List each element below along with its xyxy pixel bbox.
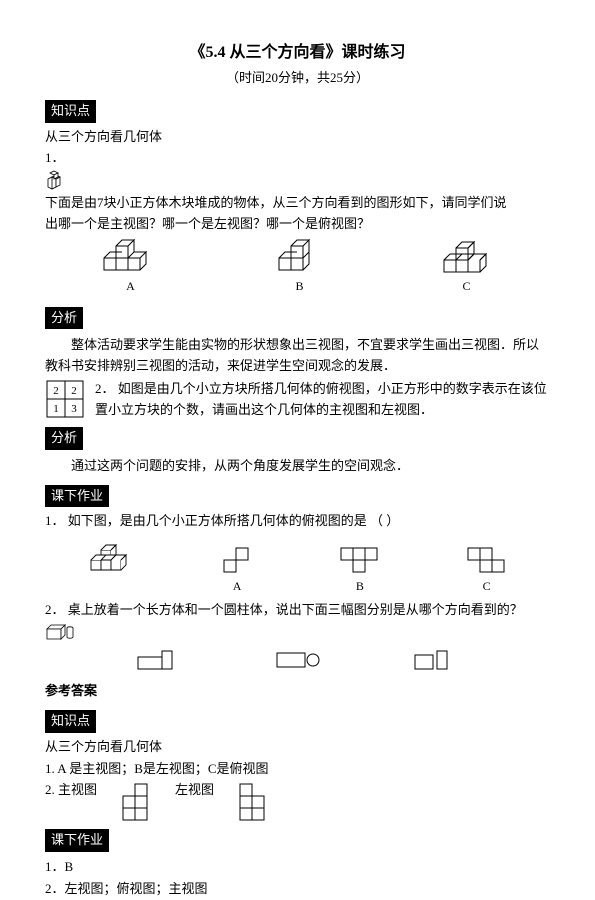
ans-hw-2: 2．左视图；俯视图；主视图	[45, 879, 550, 900]
hw-opt-a	[220, 546, 254, 576]
q1-figures: A B	[45, 238, 550, 296]
knowledge-tag: 知识点	[45, 100, 96, 123]
q1-text2: 出哪一个是主视图？哪一个是左视图？哪一个是俯视图？	[45, 214, 550, 235]
cell-21: 1	[53, 403, 59, 415]
ans-kp-2b-label: 左视图	[175, 780, 214, 801]
hw-solid	[87, 536, 135, 576]
hw-label-c: C	[466, 577, 508, 596]
q2: 2 2 1 3 2． 如图是由几个小立方块所搭几何体的俯视图，小正方形中的数字表…	[45, 379, 550, 421]
analysis-tag-2: 分析	[45, 427, 83, 450]
label-c: C	[440, 277, 494, 296]
q1-text: 下面是由7块小正方体木块堆成的物体，从三个方向看到的图形如下，请同学们说	[45, 195, 507, 210]
page-subtitle: （时间20分钟，共25分）	[45, 68, 550, 89]
analysis-tag-1: 分析	[45, 307, 83, 330]
ans-leftview	[238, 780, 268, 822]
q2-num: 2．	[95, 381, 115, 396]
hw2-view-1	[134, 647, 184, 673]
hw2-view-2	[273, 647, 323, 673]
label-b: B	[273, 277, 327, 296]
hw-q2-text: 桌上放着一个长方体和一个圆柱体，说出下面三幅图分别是从哪个方向看到的？	[68, 602, 523, 617]
label-a: A	[102, 277, 160, 296]
kp-line-2: 从三个方向看几何体	[45, 737, 550, 758]
page-title: 《5.4 从三个方向看》课时练习	[45, 40, 550, 66]
cuboid-cylinder-icon	[45, 621, 75, 643]
answers-title: 参考答案	[45, 681, 550, 702]
homework-tag-2: 课下作业	[45, 829, 109, 852]
ans-hw-1: 1．B	[45, 857, 550, 878]
q1-fig-c	[440, 238, 494, 276]
hw-q1-figures: A B C	[45, 536, 550, 596]
hw-q2-num: 2．	[45, 602, 65, 617]
ans-kp-2a-label: 2. 主视图	[45, 780, 97, 801]
q1: 1． 下面是由7块小正方体木块堆成的物体，从三个方向看到的图形如下，请同学们说	[45, 148, 550, 214]
ans-mainview	[121, 780, 151, 822]
hw-q1-text: 如下图，是由几个小正方体所搭几何体的俯视图的是 （ ）	[68, 513, 400, 528]
homework-tag: 课下作业	[45, 485, 109, 508]
hw2-view-3	[411, 647, 461, 673]
ans-kp-1: 1. A 是主视图；B是左视图；C是俯视图	[45, 759, 550, 780]
analysis-1: 整体活动要求学生能由实物的形状想象出三视图，不宜要求学生画出三视图．所以教科书安…	[45, 335, 550, 377]
hw-q1: 1． 如下图，是由几个小正方体所搭几何体的俯视图的是 （ ）	[45, 511, 550, 532]
kp-line: 从三个方向看几何体	[45, 127, 550, 148]
hw-q2-figures	[45, 647, 550, 673]
hw-opt-c	[466, 546, 508, 576]
q1-num: 1．	[45, 150, 65, 165]
q1-fig-b	[273, 238, 327, 276]
hw-label-b: B	[339, 577, 381, 596]
knowledge-tag-2: 知识点	[45, 710, 96, 733]
cell-12: 2	[71, 385, 77, 397]
cell-11: 2	[53, 385, 59, 397]
q2-text: 如图是由几个小立方块所搭几何体的俯视图，小正方形中的数字表示在该位置小立方块的个…	[95, 381, 547, 417]
q2-top-view: 2 2 1 3	[45, 379, 87, 421]
hw-opt-b	[339, 546, 381, 576]
cell-22: 3	[71, 403, 77, 415]
q1-fig-a	[102, 238, 160, 276]
cube-stack-icon	[45, 169, 69, 193]
hw-q1-num: 1．	[45, 513, 65, 528]
analysis-2: 通过这两个问题的安排，从两个角度发展学生的空间观念．	[45, 456, 550, 477]
hw-q2: 2． 桌上放着一个长方体和一个圆柱体，说出下面三幅图分别是从哪个方向看到的？	[45, 600, 550, 643]
hw-label-a: A	[220, 577, 254, 596]
ans-kp-2: 2. 主视图 左视图	[45, 780, 550, 822]
